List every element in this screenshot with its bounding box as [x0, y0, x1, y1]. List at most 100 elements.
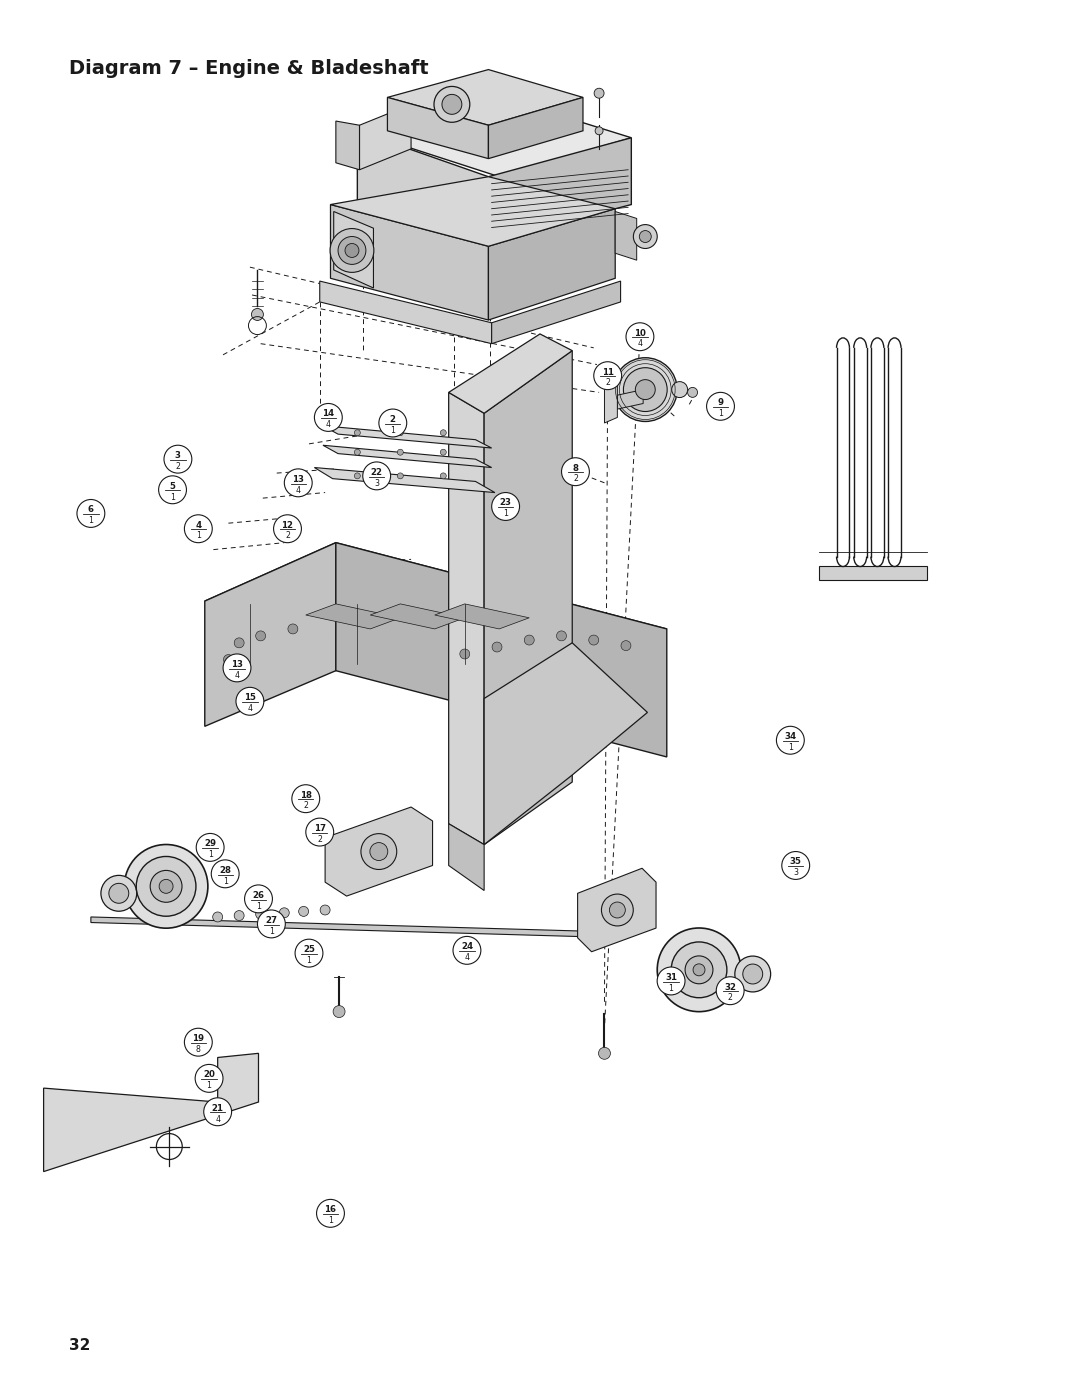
Circle shape — [150, 870, 183, 902]
Text: 1: 1 — [669, 983, 674, 993]
Circle shape — [716, 977, 744, 1004]
Circle shape — [333, 1006, 345, 1017]
Circle shape — [672, 381, 688, 398]
Polygon shape — [578, 869, 656, 951]
Circle shape — [354, 472, 361, 479]
Text: 2: 2 — [573, 475, 578, 483]
Circle shape — [613, 358, 677, 422]
Polygon shape — [91, 916, 624, 937]
Text: 4: 4 — [464, 953, 470, 963]
Polygon shape — [205, 542, 336, 726]
Circle shape — [609, 902, 625, 918]
Polygon shape — [43, 1053, 258, 1172]
Circle shape — [441, 472, 446, 479]
Text: 1: 1 — [503, 510, 508, 518]
Text: 4: 4 — [234, 671, 240, 679]
Circle shape — [442, 95, 462, 115]
Polygon shape — [330, 204, 488, 320]
Circle shape — [235, 687, 264, 715]
Text: 31: 31 — [665, 972, 677, 982]
Circle shape — [244, 884, 272, 912]
Circle shape — [292, 785, 320, 813]
Text: 15: 15 — [244, 693, 256, 703]
Circle shape — [224, 655, 233, 665]
Polygon shape — [334, 211, 374, 288]
Circle shape — [626, 323, 653, 351]
Text: 32: 32 — [725, 982, 737, 992]
Circle shape — [734, 956, 771, 992]
Text: 14: 14 — [322, 409, 335, 419]
Circle shape — [354, 450, 361, 455]
Text: 17: 17 — [313, 824, 326, 833]
Polygon shape — [336, 122, 360, 170]
Circle shape — [185, 515, 213, 542]
Circle shape — [397, 450, 403, 455]
Text: 25: 25 — [303, 946, 315, 954]
Circle shape — [594, 362, 622, 390]
Polygon shape — [306, 604, 401, 629]
Polygon shape — [323, 426, 491, 448]
Text: 32: 32 — [69, 1338, 91, 1354]
Text: 34: 34 — [784, 732, 796, 742]
Polygon shape — [448, 393, 484, 845]
Circle shape — [688, 387, 698, 397]
Text: 28: 28 — [219, 866, 231, 875]
Circle shape — [136, 856, 195, 916]
Text: 1: 1 — [222, 876, 228, 886]
Circle shape — [256, 909, 266, 919]
Circle shape — [354, 430, 361, 436]
Text: 2: 2 — [303, 802, 308, 810]
Polygon shape — [388, 98, 488, 159]
Circle shape — [338, 236, 366, 264]
Circle shape — [379, 409, 407, 437]
Circle shape — [284, 469, 312, 497]
Circle shape — [316, 1200, 345, 1228]
Circle shape — [195, 1065, 222, 1092]
Circle shape — [562, 458, 590, 486]
Circle shape — [109, 883, 129, 904]
Circle shape — [397, 472, 403, 479]
Circle shape — [320, 905, 330, 915]
Circle shape — [224, 654, 251, 682]
Circle shape — [369, 842, 388, 861]
Circle shape — [185, 1028, 213, 1056]
Circle shape — [159, 476, 187, 504]
Circle shape — [706, 393, 734, 420]
Text: 5: 5 — [170, 482, 175, 490]
Polygon shape — [484, 351, 572, 845]
Text: 2: 2 — [605, 379, 610, 387]
Text: 6: 6 — [87, 506, 94, 514]
Text: 20: 20 — [203, 1070, 215, 1080]
Text: 35: 35 — [789, 858, 801, 866]
Text: 22: 22 — [370, 468, 382, 476]
Text: 8: 8 — [572, 464, 579, 472]
Circle shape — [213, 912, 222, 922]
Polygon shape — [357, 131, 488, 242]
Text: 18: 18 — [300, 791, 312, 799]
Text: 4: 4 — [296, 486, 300, 495]
Text: 27: 27 — [266, 916, 278, 925]
Text: 1: 1 — [269, 926, 274, 936]
Circle shape — [594, 88, 604, 98]
Text: 1: 1 — [787, 743, 793, 752]
Text: 1: 1 — [390, 426, 395, 434]
Text: Diagram 7 – Engine & Bladeshaft: Diagram 7 – Engine & Bladeshaft — [69, 59, 429, 78]
Text: 11: 11 — [602, 367, 613, 377]
Text: 13: 13 — [293, 475, 305, 483]
Circle shape — [273, 515, 301, 542]
Circle shape — [314, 404, 342, 432]
Text: 4: 4 — [195, 521, 201, 529]
Text: 2: 2 — [390, 415, 395, 425]
Circle shape — [777, 726, 805, 754]
Circle shape — [295, 939, 323, 967]
Text: 3: 3 — [793, 868, 798, 877]
Polygon shape — [618, 390, 644, 409]
Text: 2: 2 — [285, 531, 291, 541]
Text: 29: 29 — [204, 840, 216, 848]
Polygon shape — [388, 70, 583, 126]
Text: 19: 19 — [192, 1034, 204, 1044]
Circle shape — [361, 834, 396, 869]
Circle shape — [441, 450, 446, 455]
Polygon shape — [605, 376, 618, 423]
Circle shape — [157, 1133, 183, 1160]
